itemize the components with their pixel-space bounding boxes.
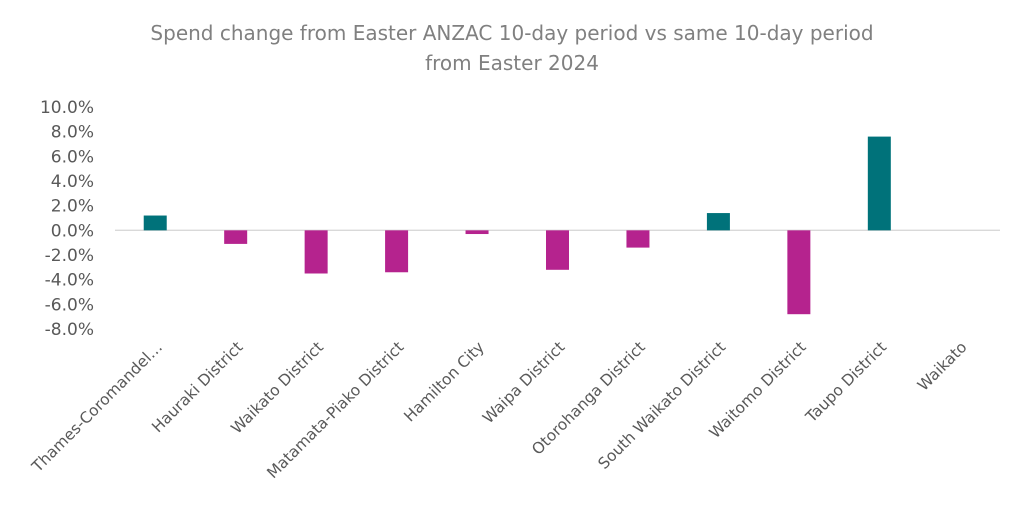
y-tick-label: 8.0%: [51, 123, 94, 143]
chart-title-line-2: from Easter 2024: [425, 51, 599, 75]
y-tick-label: -8.0%: [45, 320, 94, 340]
y-tick-label: 6.0%: [51, 147, 94, 167]
bar: [546, 230, 569, 270]
bar: [867, 136, 891, 231]
x-tick-label: Waipa District: [479, 338, 568, 427]
y-tick-label: 10.0%: [40, 98, 94, 118]
x-tick-label: Matamata-Piako District: [264, 338, 408, 482]
x-tick-label: Waikato: [914, 338, 971, 395]
y-tick-label: -2.0%: [45, 246, 94, 266]
x-tick-label: Hamilton City: [401, 338, 488, 425]
y-tick-label: -6.0%: [45, 295, 94, 315]
x-tick-label: Thames-Coromandel…: [28, 338, 166, 476]
bar: [787, 230, 811, 315]
y-tick-label: -4.0%: [45, 271, 94, 291]
chart-title-line-1: Spend change from Easter ANZAC 10-day pe…: [150, 21, 873, 45]
x-axis-categories: Thames-Coromandel…Hauraki DistrictWaikat…: [28, 338, 971, 482]
bars-group: [143, 136, 891, 315]
x-tick-label: Taupo District: [802, 338, 890, 426]
bar: [465, 230, 489, 235]
bar: [304, 230, 328, 274]
y-axis: 10.0% 8.0% 6.0% 4.0% 2.0% 0.0% -2.0% -4.0% -6.0%…: [40, 98, 94, 340]
y-tick-label: 0.0%: [51, 221, 94, 241]
bar: [626, 230, 650, 248]
bar: [385, 230, 409, 273]
bar: [706, 213, 730, 231]
bar: [143, 215, 167, 231]
y-tick-label: 4.0%: [51, 172, 94, 192]
y-tick-label: 2.0%: [51, 197, 94, 217]
bar: [224, 230, 248, 244]
